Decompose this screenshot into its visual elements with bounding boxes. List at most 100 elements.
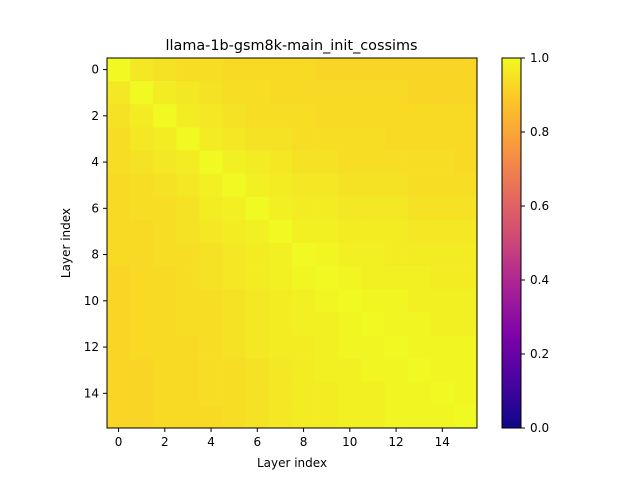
colorbar-tick-label: 1.0: [530, 51, 549, 65]
heatmap-cell-r6-c8: [292, 196, 316, 221]
heatmap-cell-r8-c12: [384, 243, 408, 267]
heatmap-cell-r7-c14: [430, 219, 455, 244]
heatmap-cell-r4-c9: [315, 150, 339, 174]
heatmap-cell-r12-c7: [268, 335, 293, 359]
heatmap-cell-r0-c5: [222, 58, 247, 82]
heatmap-cell-r11-c8: [292, 312, 316, 336]
heatmap-cell-r5-c10: [338, 173, 362, 198]
heatmap-cell-r7-c1: [130, 219, 154, 244]
heatmap-cell-r2-c9: [315, 104, 339, 128]
heatmap-cell-r12-c14: [430, 335, 455, 359]
heatmap-cell-r3-c8: [292, 127, 316, 151]
heatmap-cell-r1-c9: [315, 81, 339, 105]
heatmap-cell-r3-c6: [245, 127, 270, 151]
heatmap-cell-r3-c11: [361, 127, 385, 151]
heatmap-cell-r9-c2: [153, 266, 177, 290]
heatmap-cell-r6-c9: [315, 196, 339, 221]
heatmap-cell-r5-c6: [245, 173, 270, 198]
heatmap-cell-r9-c3: [176, 266, 200, 290]
heatmap-cell-r12-c3: [176, 335, 200, 359]
heatmap-cell-r1-c3: [176, 81, 200, 105]
heatmap-cell-r9-c5: [222, 266, 247, 290]
heatmap-cell-r4-c7: [268, 150, 293, 174]
heatmap-cell-r13-c3: [176, 358, 200, 383]
heatmap-cell-r2-c3: [176, 104, 200, 128]
heatmap-cell-r3-c4: [199, 127, 223, 151]
heatmap-cell-r7-c15: [453, 219, 478, 244]
heatmap-cell-r0-c10: [338, 58, 362, 82]
heatmap-cell-r8-c6: [245, 243, 270, 267]
heatmap-cell-r12-c11: [361, 335, 385, 359]
heatmap-cell-r10-c4: [199, 289, 223, 313]
heatmap-cell-r0-c7: [268, 58, 293, 82]
heatmap-cell-r11-c14: [430, 312, 455, 336]
heatmap-cell-r6-c3: [176, 196, 200, 221]
heatmap-cell-r14-c1: [130, 381, 154, 406]
heatmap-cell-r14-c10: [338, 381, 362, 406]
heatmap-cell-r3-c0: [107, 127, 131, 151]
heatmap-cell-r6-c13: [407, 196, 432, 221]
heatmap-cell-r6-c15: [453, 196, 478, 221]
heatmap-cell-r3-c12: [384, 127, 408, 151]
heatmap-cell-r9-c13: [407, 266, 432, 290]
heatmap-cell-r8-c15: [453, 243, 478, 267]
colorbar: [502, 58, 521, 428]
heatmap-cell-r13-c13: [407, 358, 432, 383]
heatmap-cell-r4-c6: [245, 150, 270, 174]
heatmap-cell-r1-c0: [107, 81, 131, 105]
heatmap-cell-r6-c0: [107, 196, 131, 221]
heatmap-cell-r14-c8: [292, 381, 316, 406]
colorbar-tick-label: 0.2: [530, 347, 549, 361]
heatmap-cell-r13-c1: [130, 358, 154, 383]
heatmap-cell-r2-c10: [338, 104, 362, 128]
heatmap-cell-r7-c12: [384, 219, 408, 244]
heatmap-cell-r5-c9: [315, 173, 339, 198]
heatmap-cell-r6-c7: [268, 196, 293, 221]
x-tick-label: 6: [253, 435, 261, 449]
heatmap-cell-r10-c15: [453, 289, 478, 313]
heatmap-cell-r13-c10: [338, 358, 362, 383]
heatmap-cell-r6-c14: [430, 196, 455, 221]
heatmap-cell-r2-c14: [430, 104, 455, 128]
heatmap-cell-r15-c13: [407, 404, 432, 429]
heatmap-cell-r6-c4: [199, 196, 223, 221]
heatmap-cell-r9-c7: [268, 266, 293, 290]
heatmap-cell-r13-c11: [361, 358, 385, 383]
heatmap-cell-r8-c11: [361, 243, 385, 267]
heatmap-cell-r2-c0: [107, 104, 131, 128]
heatmap-cell-r15-c7: [268, 404, 293, 429]
heatmap-cell-r8-c9: [315, 243, 339, 267]
heatmap-cell-r15-c8: [292, 404, 316, 429]
heatmap-cell-r6-c6: [245, 196, 270, 221]
heatmap-cell-r8-c2: [153, 243, 177, 267]
heatmap-cell-r1-c14: [430, 81, 455, 105]
y-axis-label: Layer index: [59, 208, 73, 278]
heatmap-cell-r15-c0: [107, 404, 131, 429]
heatmap-cell-r0-c12: [384, 58, 408, 82]
y-tick-label: 8: [91, 248, 99, 262]
heatmap-cell-r13-c12: [384, 358, 408, 383]
heatmap-cell-r13-c4: [199, 358, 223, 383]
colorbar-tick-label: 0.4: [530, 273, 549, 287]
heatmap-cell-r1-c6: [245, 81, 270, 105]
heatmap-cell-r15-c4: [199, 404, 223, 429]
x-tick-label: 10: [342, 435, 357, 449]
heatmap-cell-r9-c9: [315, 266, 339, 290]
heatmap-cell-r11-c7: [268, 312, 293, 336]
heatmap-cell-r5-c8: [292, 173, 316, 198]
x-tick-label: 4: [207, 435, 215, 449]
heatmap-cell-r10-c2: [153, 289, 177, 313]
heatmap-cell-r4-c4: [199, 150, 223, 174]
heatmap-cell-r5-c11: [361, 173, 385, 198]
heatmap-cell-r14-c6: [245, 381, 270, 406]
heatmap-cell-r12-c10: [338, 335, 362, 359]
heatmap-cell-r6-c5: [222, 196, 247, 221]
heatmap-cell-r8-c0: [107, 243, 131, 267]
heatmap-cell-r13-c7: [268, 358, 293, 383]
heatmap-cell-r10-c9: [315, 289, 339, 313]
heatmap-cell-r12-c13: [407, 335, 432, 359]
heatmap-cell-r14-c5: [222, 381, 247, 406]
x-tick-label: 12: [388, 435, 403, 449]
x-axis-label: Layer index: [257, 456, 327, 470]
